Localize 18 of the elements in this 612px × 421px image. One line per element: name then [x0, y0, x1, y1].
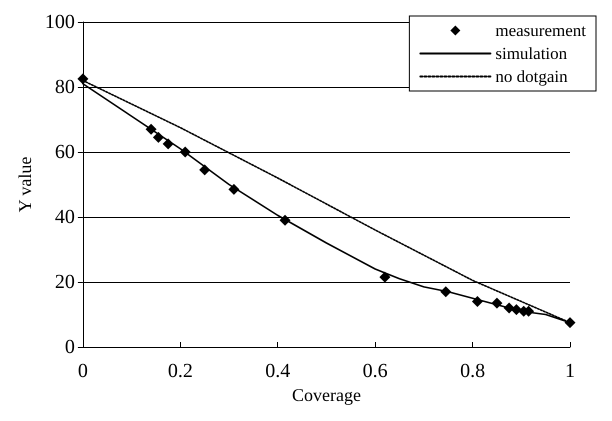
point: [379, 272, 390, 283]
x-tick-label: 0.2: [168, 360, 193, 382]
legend-label: no dotgain: [495, 67, 568, 86]
x-tick-label: 0.4: [265, 360, 290, 382]
y-axis-title: Y value: [15, 156, 35, 212]
y-tick-label: 0: [64, 336, 75, 358]
x-tick-label: 0.8: [460, 360, 486, 382]
legend-label: simulation: [495, 44, 568, 63]
y-tick-label: 100: [44, 11, 75, 33]
y-tick-label: 80: [54, 76, 75, 98]
y-tick-label: 20: [54, 271, 75, 293]
point: [77, 73, 88, 84]
x-axis-title: Coverage: [292, 384, 361, 405]
legend-label: measurement: [495, 21, 586, 40]
x-tick-label: 1: [565, 360, 575, 382]
x-tick-label: 0.6: [362, 360, 388, 382]
y-tick-label: 40: [54, 206, 75, 228]
y-tick-label: 60: [54, 141, 75, 163]
